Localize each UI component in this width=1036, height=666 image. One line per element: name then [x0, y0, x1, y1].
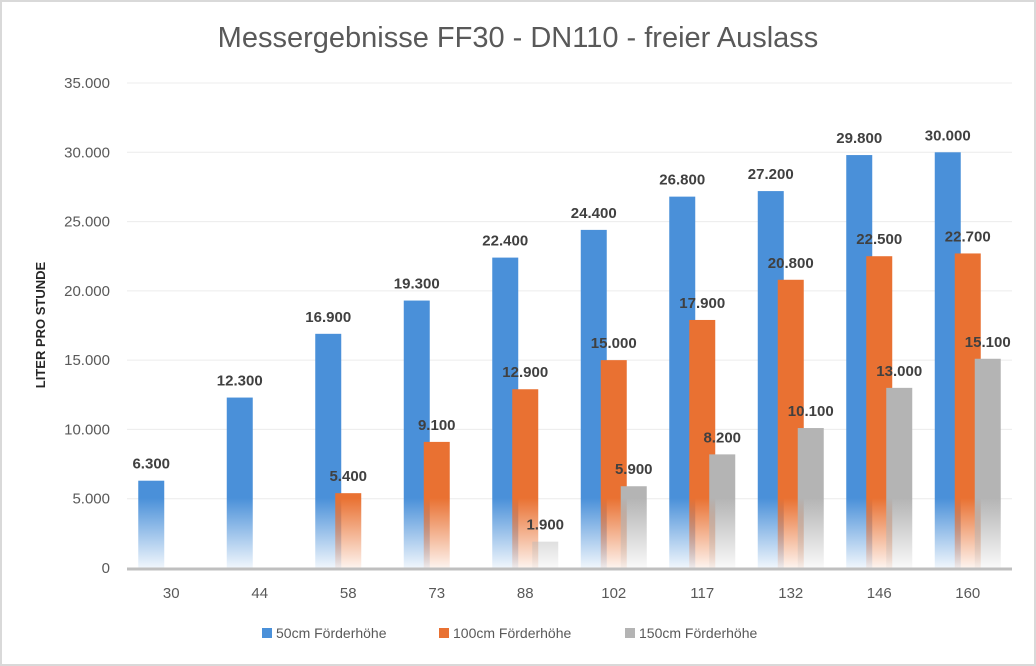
- data-label: 27.200: [748, 166, 794, 183]
- data-label: 6.300: [132, 456, 170, 473]
- y-axis-label: LITER PRO STUNDE: [33, 261, 48, 388]
- x-tick-label: 44: [251, 585, 268, 602]
- y-tick-label: 30.000: [64, 144, 110, 161]
- legend-label: 50cm Förderhöhe: [276, 625, 387, 641]
- y-tick-label: 15.000: [64, 352, 110, 369]
- legend-swatch: [262, 628, 272, 638]
- bar-150cm-132: [797, 428, 824, 568]
- bar-150cm-160: [974, 358, 1001, 568]
- bar-150cm-146: [886, 387, 913, 568]
- data-label: 5.400: [329, 468, 367, 485]
- bar-150cm-88: [532, 541, 559, 568]
- y-tick-label: 35.000: [64, 75, 110, 92]
- bar-50cm-30: [138, 480, 165, 568]
- y-tick-label: 25.000: [64, 214, 110, 231]
- legend-swatch: [439, 628, 449, 638]
- data-label: 1.900: [526, 517, 564, 534]
- data-label: 26.800: [659, 172, 705, 189]
- legend-label: 100cm Förderhöhe: [453, 625, 572, 641]
- bar-100cm-88: [512, 389, 539, 568]
- y-tick-label: 5.000: [72, 491, 110, 508]
- data-label: 12.900: [502, 364, 548, 381]
- data-label: 22.700: [945, 228, 991, 245]
- data-label: 20.800: [768, 255, 814, 272]
- data-label: 24.400: [571, 205, 617, 222]
- bar-50cm-44: [226, 397, 253, 568]
- data-label: 5.900: [615, 461, 653, 478]
- legend-swatch: [625, 628, 635, 638]
- data-label: 13.000: [876, 363, 922, 380]
- legend-label: 150cm Förderhöhe: [639, 625, 758, 641]
- data-label: 9.100: [418, 417, 456, 434]
- bar-150cm-102: [620, 486, 647, 568]
- legend-item: 50cm Förderhöhe: [262, 625, 387, 641]
- x-tick-label: 58: [340, 585, 357, 602]
- legend-item: 150cm Förderhöhe: [625, 625, 758, 641]
- data-label: 22.500: [856, 231, 902, 248]
- x-tick-label: 102: [601, 585, 626, 602]
- data-label: 16.900: [305, 309, 351, 326]
- bar-150cm-117: [709, 454, 736, 568]
- data-label: 19.300: [394, 276, 440, 293]
- data-label: 29.800: [836, 130, 882, 147]
- y-tick-label: 10.000: [64, 421, 110, 438]
- data-label: 22.400: [482, 233, 528, 250]
- data-label: 15.100: [965, 334, 1011, 351]
- x-tick-label: 146: [867, 585, 892, 602]
- data-label: 17.900: [679, 295, 725, 312]
- x-tick-label: 117: [690, 585, 714, 602]
- x-tick-label: 30: [163, 585, 180, 602]
- x-tick-label: 73: [428, 585, 445, 602]
- y-tick-label: 20.000: [64, 283, 110, 300]
- data-label: 15.000: [591, 335, 637, 352]
- legend-item: 100cm Förderhöhe: [439, 625, 572, 641]
- data-label: 30.000: [925, 127, 971, 144]
- chart-title: Messergebnisse FF30 - DN110 - freier Aus…: [218, 22, 819, 54]
- x-tick-label: 88: [517, 585, 534, 602]
- x-tick-label: 132: [778, 585, 803, 602]
- y-tick-label: 0: [102, 560, 110, 577]
- data-label: 12.300: [217, 373, 263, 390]
- bar-100cm-73: [423, 441, 450, 568]
- data-label: 8.200: [703, 429, 741, 446]
- data-label: 10.100: [788, 403, 834, 420]
- x-tick-label: 160: [955, 585, 980, 602]
- bar-100cm-58: [335, 493, 362, 568]
